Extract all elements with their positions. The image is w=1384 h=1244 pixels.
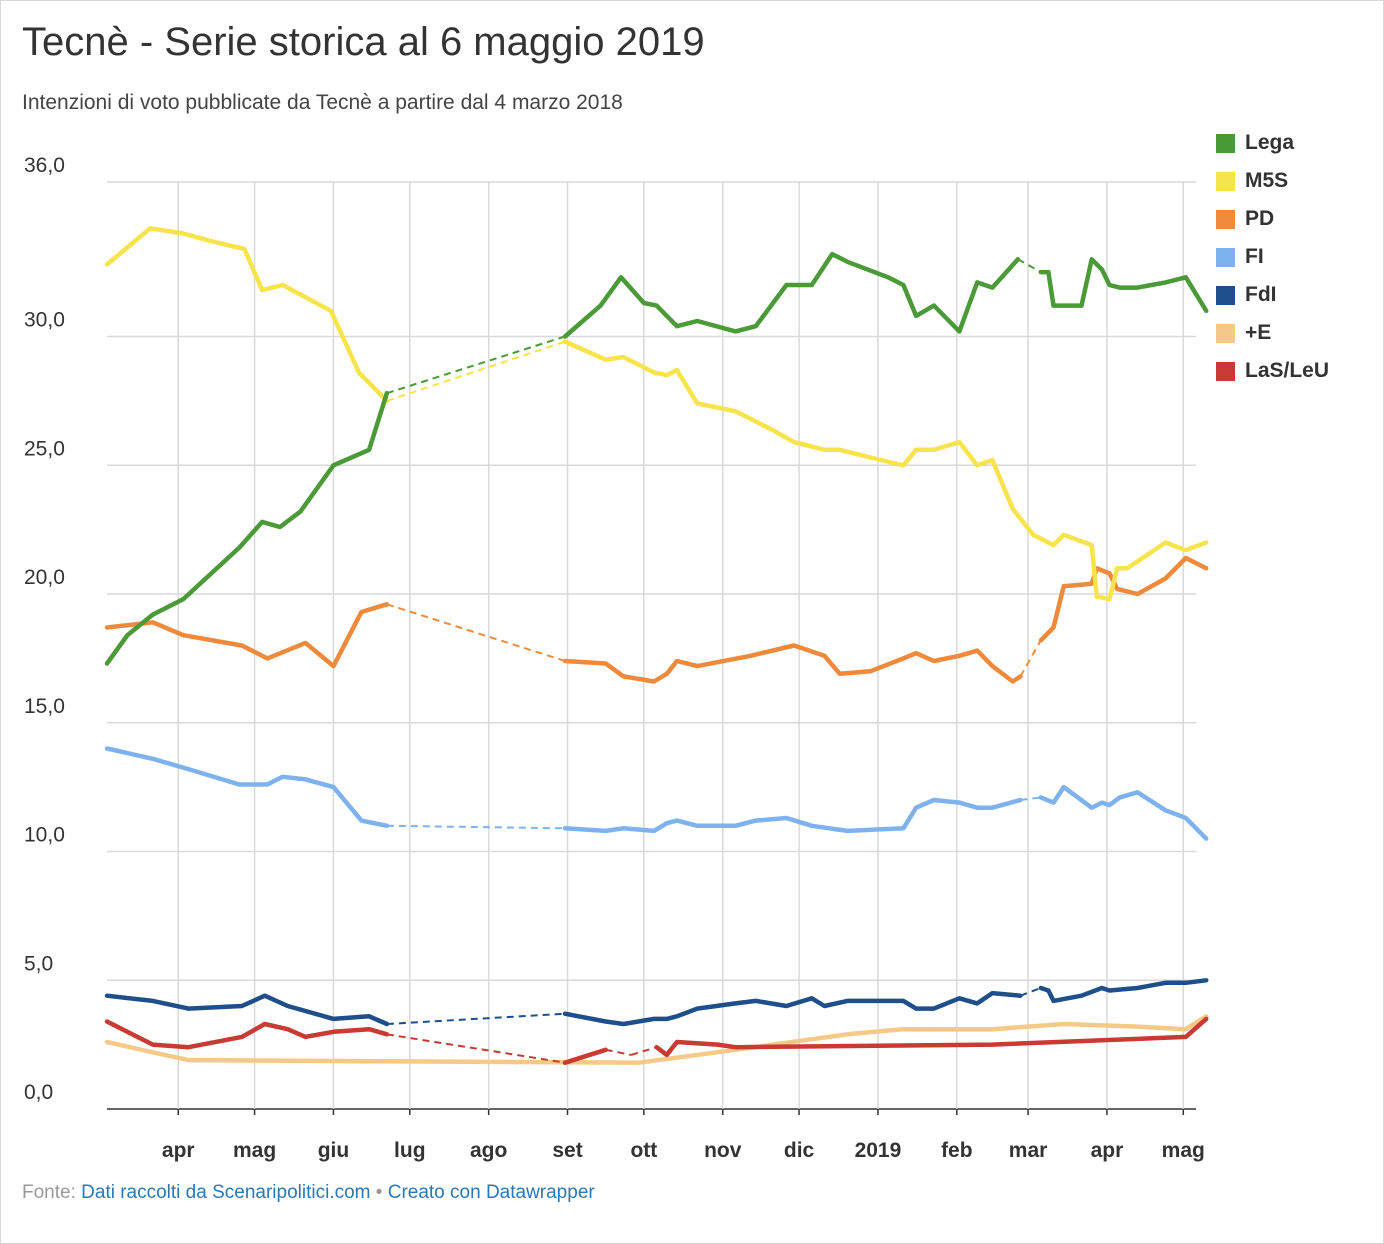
legend-label: PD xyxy=(1245,207,1275,230)
legend-item: +E xyxy=(1216,314,1329,352)
legend-label: LaS/LeU xyxy=(1245,359,1330,382)
legend-swatch xyxy=(1216,171,1235,191)
source-link[interactable]: Dati raccolti da Scenaripolitici.com xyxy=(81,1182,371,1203)
series-line-dashed xyxy=(1020,796,1041,801)
y-tick-label: 20,0 xyxy=(24,566,65,589)
series-line-solid xyxy=(654,1016,1209,1058)
series-line-dashed xyxy=(1017,258,1042,273)
series-line-solid xyxy=(1038,784,1209,841)
legend: Lega M5S PD FI FdI +E LaS/LeU xyxy=(1216,124,1329,390)
legend-item: PD xyxy=(1216,200,1329,238)
series-line-solid xyxy=(104,390,390,666)
series-line-solid xyxy=(562,990,1023,1027)
y-tick-label: 5,0 xyxy=(24,952,53,975)
series-line-dashed xyxy=(1020,987,1042,997)
legend-swatch xyxy=(1216,133,1235,153)
x-tick-label: mag xyxy=(1162,1139,1205,1162)
y-tick-label: 10,0 xyxy=(24,824,65,847)
grid-lines xyxy=(107,181,1196,1115)
series-line-solid xyxy=(104,602,390,669)
series-line-dashed xyxy=(386,335,566,395)
series-line-solid xyxy=(562,643,1023,684)
legend-item: M5S xyxy=(1216,162,1329,200)
series-line-solid xyxy=(104,993,390,1027)
series-las-leu xyxy=(104,1016,1209,1065)
y-tick-label: 0,0 xyxy=(24,1081,53,1104)
x-tick-label: mar xyxy=(1009,1139,1048,1162)
legend-label: FdI xyxy=(1245,283,1277,306)
legend-label: M5S xyxy=(1245,169,1289,192)
legend-swatch xyxy=(1216,285,1235,305)
series-line-solid xyxy=(562,251,1021,339)
series-line-solid xyxy=(562,339,1209,602)
chart-title: Tecnè - Serie storica al 6 maggio 2019 xyxy=(22,20,705,64)
x-axis-tick-labels: apr mag giu lug ago set ott nov dic 2019 feb mar apr… xyxy=(162,1139,1205,1162)
series-line-solid xyxy=(104,226,390,404)
series-line-solid xyxy=(562,797,1023,834)
series-line-dashed xyxy=(386,1033,566,1064)
series-line-dashed xyxy=(386,1012,566,1026)
series-m5s xyxy=(104,226,1209,602)
legend-label: Lega xyxy=(1245,131,1295,154)
series-line-solid xyxy=(1038,555,1209,643)
x-tick-label: ago xyxy=(470,1139,507,1162)
y-axis-tick-labels: 0,0 5,0 10,0 15,0 20,0 25,0 30,0 36,0 xyxy=(24,154,65,1104)
series-line-solid xyxy=(1038,257,1209,314)
x-tick-label: set xyxy=(552,1139,582,1162)
series-line-solid xyxy=(1038,978,1209,1004)
legend-swatch xyxy=(1216,361,1235,381)
legend-item: FI xyxy=(1216,238,1329,276)
y-tick-label: 36,0 xyxy=(24,154,65,177)
series-line-dashed xyxy=(605,1048,632,1056)
legend-item: Lega xyxy=(1216,124,1329,162)
series-line-dashed xyxy=(630,1046,657,1056)
series-fdi xyxy=(104,978,1209,1027)
x-tick-label: giu xyxy=(318,1139,350,1162)
chart-subtitle: Intenzioni di voto pubblicate da Tecnè a… xyxy=(22,91,623,114)
datawrapper-link[interactable]: Creato con Datawrapper xyxy=(387,1182,595,1203)
legend-swatch xyxy=(1216,247,1235,267)
legend-swatch xyxy=(1216,323,1235,343)
y-tick-label: 15,0 xyxy=(24,695,65,718)
x-tick-label: lug xyxy=(394,1139,426,1162)
series-pd xyxy=(104,555,1209,684)
legend-label: +E xyxy=(1245,321,1272,344)
x-tick-label: ott xyxy=(630,1139,657,1162)
x-tick-label: apr xyxy=(162,1139,195,1162)
legend-swatch xyxy=(1216,209,1235,229)
series-line-solid xyxy=(104,746,390,829)
footer-separator: • xyxy=(375,1182,383,1203)
series-line-dashed xyxy=(1019,639,1042,677)
y-tick-label: 30,0 xyxy=(24,309,65,332)
x-tick-label: 2019 xyxy=(855,1139,902,1162)
footer: Fonte: Dati raccolti da Scenaripolitici.… xyxy=(22,1182,595,1204)
series-fi xyxy=(104,746,1209,841)
series-line-solid xyxy=(104,1014,1209,1065)
x-tick-label: feb xyxy=(941,1139,973,1162)
x-tick-label: nov xyxy=(704,1139,742,1162)
x-tick-label: apr xyxy=(1091,1139,1124,1162)
series-line-dashed xyxy=(386,824,566,830)
legend-item: FdI xyxy=(1216,276,1329,314)
footer-prefix: Fonte: xyxy=(22,1182,76,1203)
series-lines xyxy=(104,226,1209,1065)
series-line-dashed xyxy=(386,340,566,402)
legend-item: LaS/LeU xyxy=(1216,352,1329,390)
series--e xyxy=(104,1014,1209,1065)
legend-label: FI xyxy=(1245,245,1264,268)
x-tick-label: dic xyxy=(784,1139,815,1162)
x-tick-label: mag xyxy=(233,1139,276,1162)
series-line-solid xyxy=(104,1019,390,1050)
series-lega xyxy=(104,251,1209,666)
y-tick-label: 25,0 xyxy=(24,437,65,460)
series-line-solid xyxy=(562,1047,608,1065)
series-line-dashed xyxy=(386,603,566,662)
